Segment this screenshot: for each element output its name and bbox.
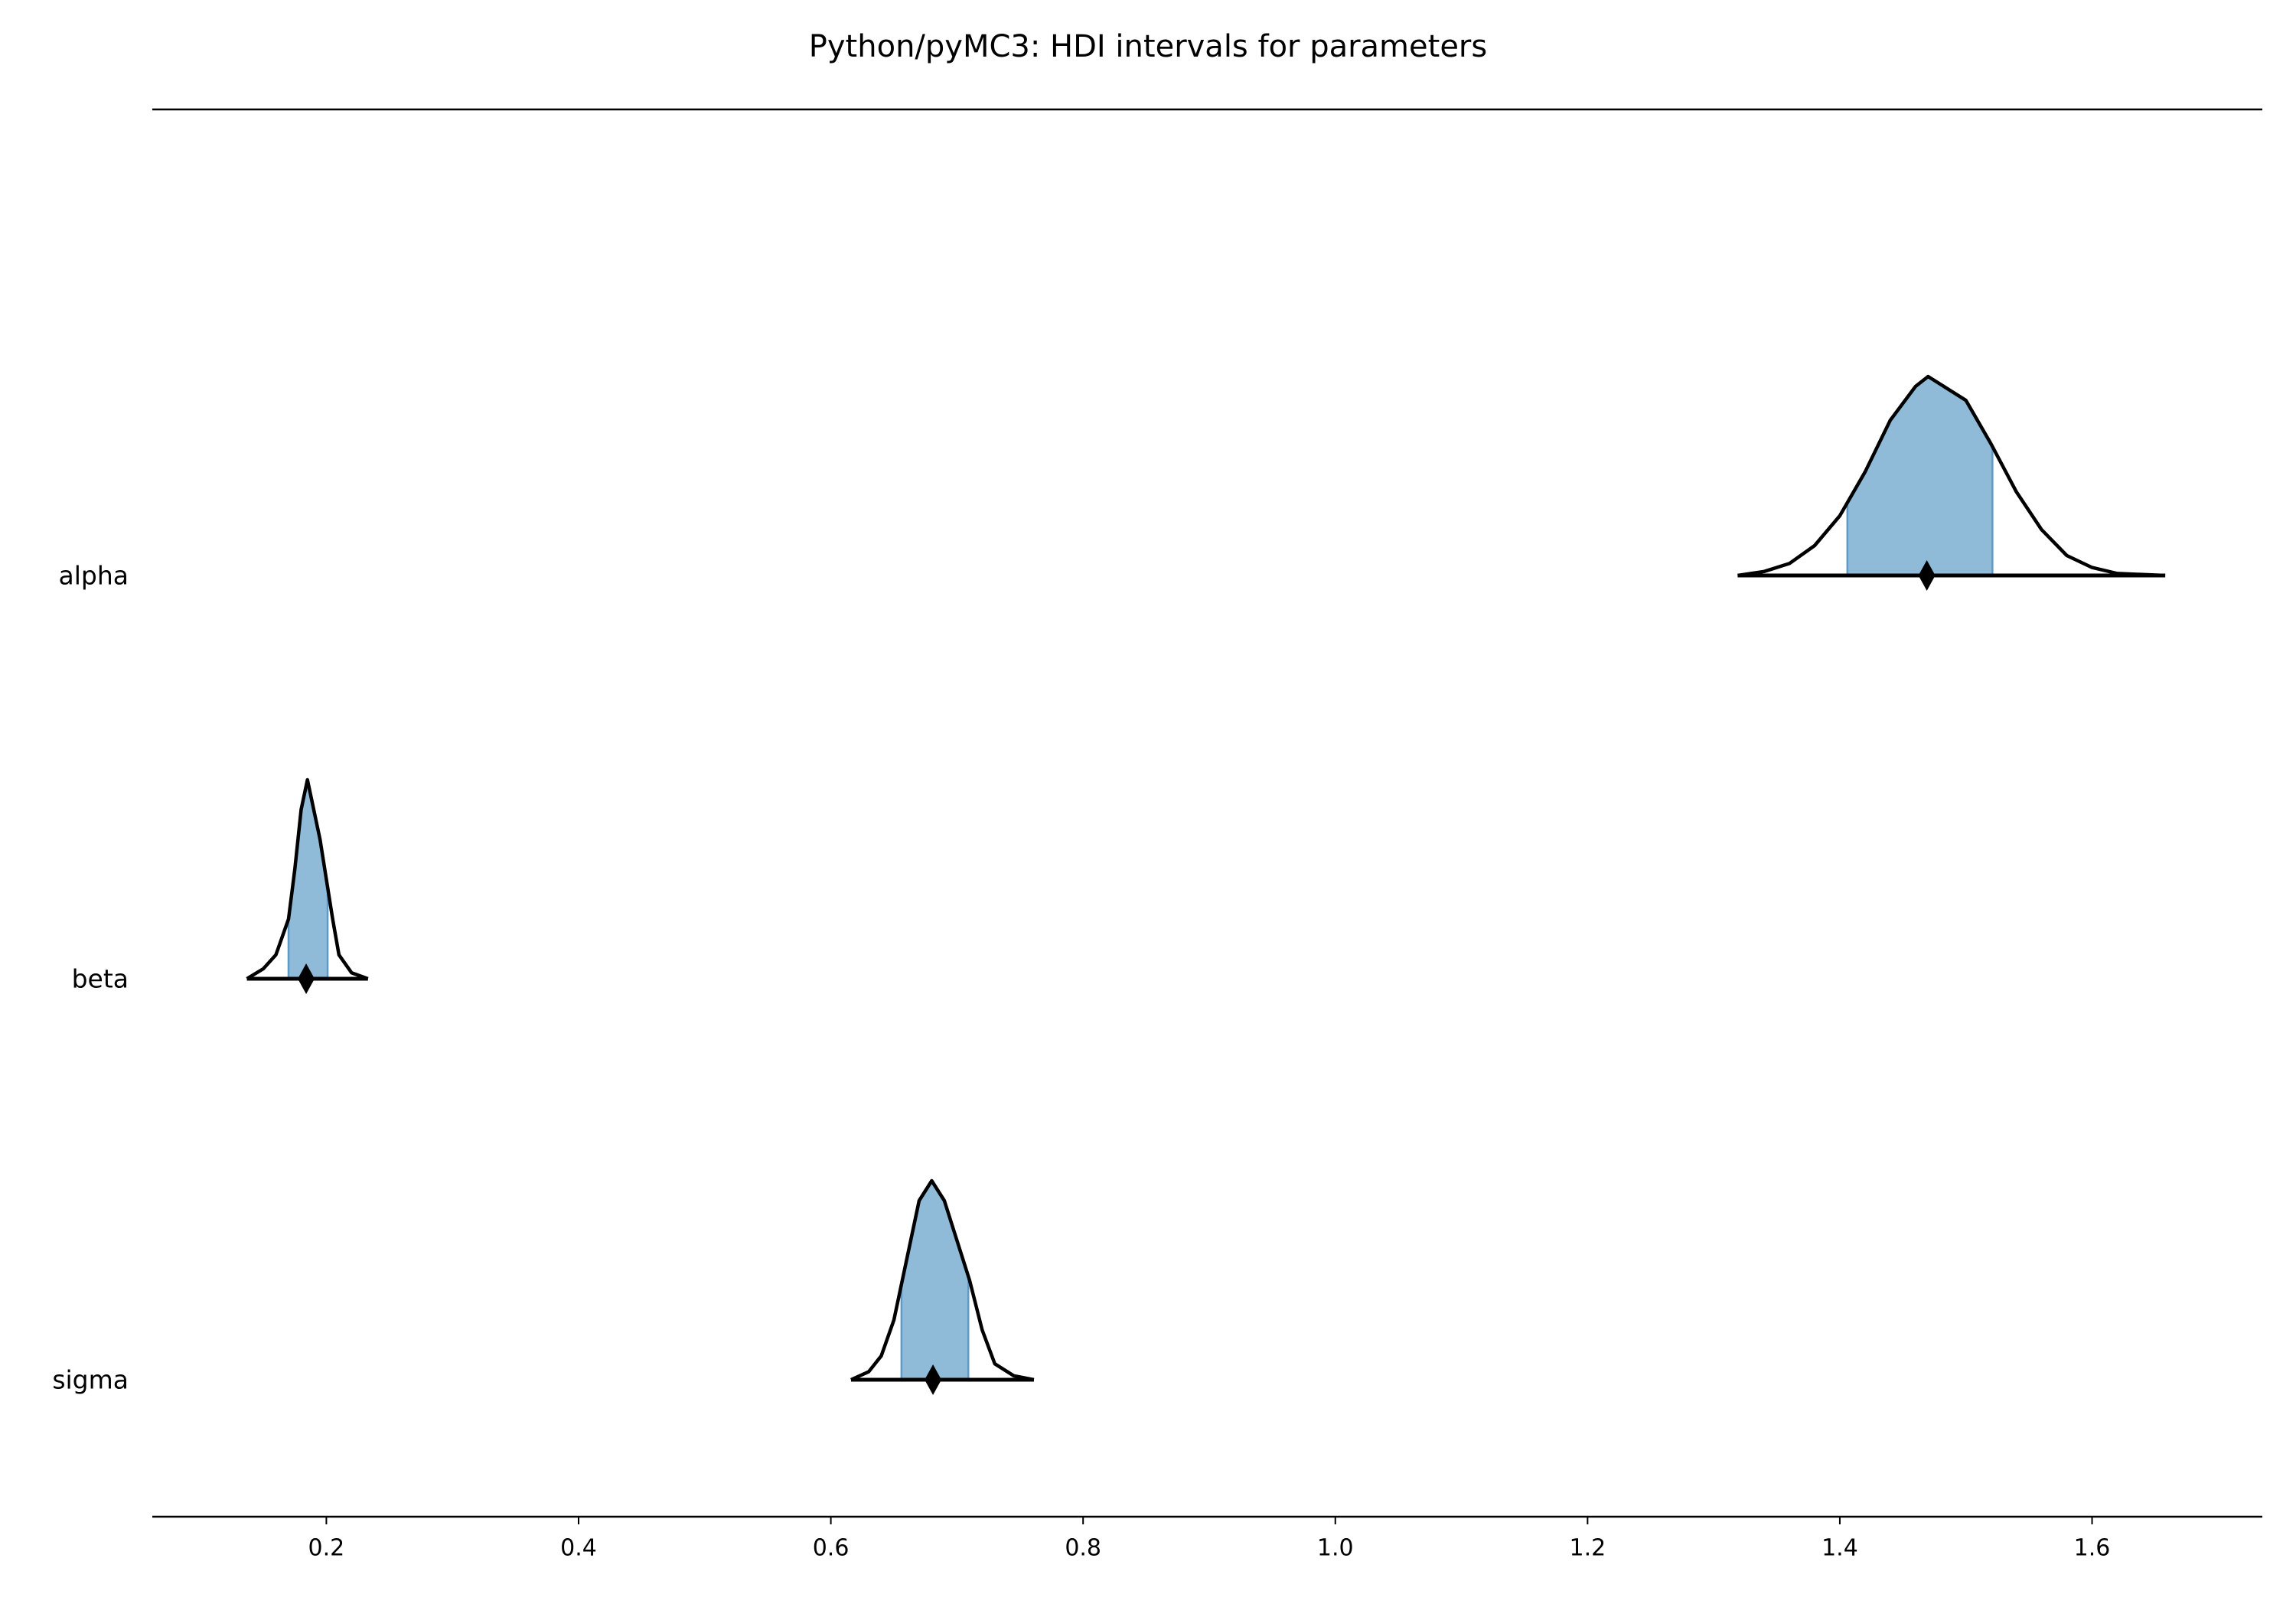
mean-marker xyxy=(298,963,315,994)
x-tick-label: 0.8 xyxy=(1065,1535,1101,1562)
mean-marker xyxy=(1918,560,1936,591)
x-tick-label: 1.2 xyxy=(1569,1535,1606,1562)
mean-marker xyxy=(925,1364,942,1395)
x-tick-label: 1.0 xyxy=(1317,1535,1354,1562)
density-curve xyxy=(850,1178,1035,1382)
x-tick-label: 0.4 xyxy=(560,1535,597,1562)
x-tick-label: 0.2 xyxy=(308,1535,345,1562)
density-curve xyxy=(1737,374,2166,578)
chart-title: Python/pyMC3: HDI intervals for paramete… xyxy=(809,29,1487,64)
row-label: alpha xyxy=(59,561,129,591)
row-label: beta xyxy=(72,964,129,994)
density-curve xyxy=(246,777,369,981)
hdi-area xyxy=(900,1178,970,1381)
row-label: sigma xyxy=(52,1365,129,1395)
x-tick-label: 1.6 xyxy=(2074,1535,2111,1562)
x-tick-label: 1.4 xyxy=(1821,1535,1858,1562)
x-tick-label: 0.6 xyxy=(813,1535,850,1562)
